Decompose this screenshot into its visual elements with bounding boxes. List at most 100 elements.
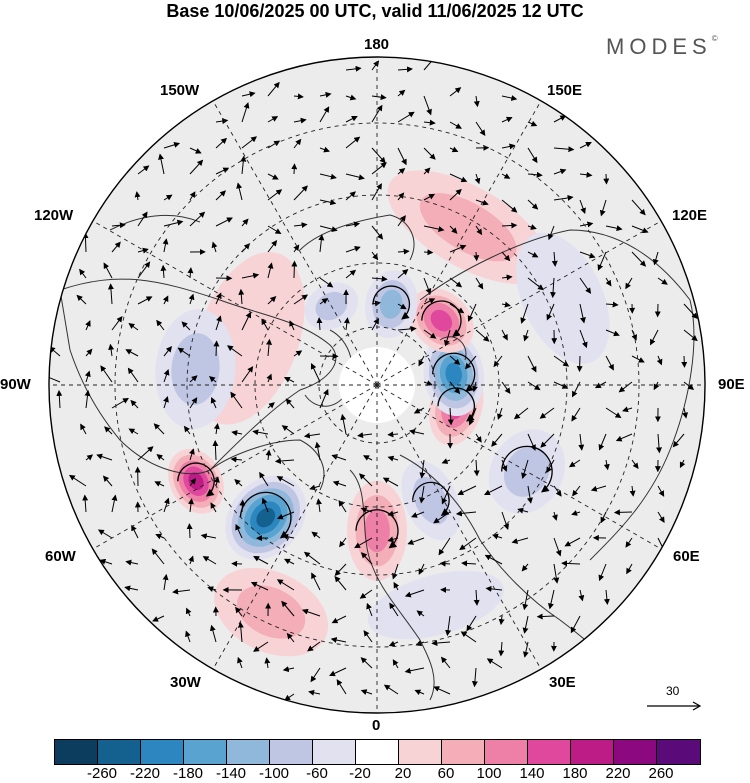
anomaly-blob [256,507,276,528]
meridian-line [92,384,378,550]
wind-arrow [423,277,432,295]
wind-arrow [572,381,581,398]
wind-arrow [598,563,607,582]
wind-arrow [501,173,511,179]
wind-arrow [154,481,165,487]
wind-arrow [345,115,358,123]
wind-arrow [137,261,151,279]
wind-arrow [345,221,361,228]
wind-arrow [460,631,477,643]
wind-arrow [293,185,308,201]
wind-arrow [404,589,425,598]
wind-arrow [266,338,273,357]
wind-arrow [213,423,220,435]
wind-arrow [553,485,562,497]
wind-arrow [579,171,593,178]
wind-arrow [188,555,194,565]
wind-arrow [345,94,357,101]
wind-arrow [354,537,373,549]
wind-arrow [501,301,511,308]
wind-arrow [189,211,206,227]
wind-arrow [594,381,607,389]
wind-arrow [210,502,217,513]
colorbar-tick-label: -20 [349,765,371,782]
wind-arrow [579,329,588,349]
wind-arrow [84,370,91,383]
wind-arrow [656,433,663,454]
wind-arrow [156,453,165,461]
wind-arrow [455,510,477,517]
wind-arrow [491,433,503,447]
wind-arrow [163,396,169,409]
wind-arrow [267,262,274,279]
circulation-arc [421,300,462,338]
wind-arrow [360,657,373,669]
wind-arrow [371,104,383,123]
wind-arrow [605,407,622,419]
wind-arrow [128,428,139,435]
wind-arrow [111,494,118,513]
wind-arrow [189,375,198,383]
wind-arrow [307,641,321,652]
wind-arrow [241,91,256,98]
wind-arrow [653,381,660,391]
wind-arrow [383,684,399,695]
wind-arrow [189,147,202,154]
wind-arrow [550,277,557,299]
wind-arrow [511,537,529,544]
colorbar-swatch [270,740,313,764]
wind-arrow [484,485,503,496]
reference-vector-value: 30 [666,684,680,698]
wind-arrow [527,147,538,164]
wind-arrow [250,581,269,591]
brand-name: MODES [606,34,712,59]
colorbar-swatch [399,740,442,764]
wind-arrow [293,93,304,100]
colorbar-swatch [571,740,614,764]
wind-arrow [360,552,373,565]
wind-arrow [497,407,503,420]
wind-arrow [484,554,503,565]
wind-arrow [153,423,165,435]
wind-arrow [475,225,483,236]
wind-arrow [371,94,387,101]
wind-arrow [319,225,338,233]
wind-arrow [209,376,217,383]
wind-arrow [163,369,170,383]
wind-arrow [103,262,113,279]
wind-arrow [293,222,308,229]
wind-arrow [683,329,698,342]
wind-arrow [681,355,688,368]
wind-arrow [629,485,636,497]
wind-arrow [433,686,451,695]
anomaly-blob [379,289,403,319]
wind-arrow [553,563,560,584]
wind-arrow [498,615,505,626]
wind-arrow [96,453,113,461]
wind-arrow [521,459,529,479]
wind-arrow [397,167,406,175]
wind-arrow [185,630,191,643]
wind-arrow [338,500,347,513]
wind-arrow [397,147,407,166]
wind-arrow [527,171,543,178]
wind-arrow [527,251,539,258]
wind-arrow [276,476,295,487]
wind-arrow [128,323,139,331]
wind-arrow [419,485,425,504]
colorbar-tick-label: 180 [562,765,588,782]
colorbar-swatch [313,740,356,764]
wind-arrow [284,693,295,701]
wind-arrow [441,485,451,505]
meridian-line [376,220,662,386]
wind-arrow [579,277,592,294]
wind-arrow [423,119,436,126]
wind-arrow [188,498,194,513]
wind-arrow [431,640,451,646]
wind-arrow [188,293,195,305]
wind-arrow [553,381,569,389]
wind-arrow [657,277,668,285]
wind-arrow [498,641,505,657]
wind-arrow [230,456,243,463]
wind-arrow [603,173,610,185]
